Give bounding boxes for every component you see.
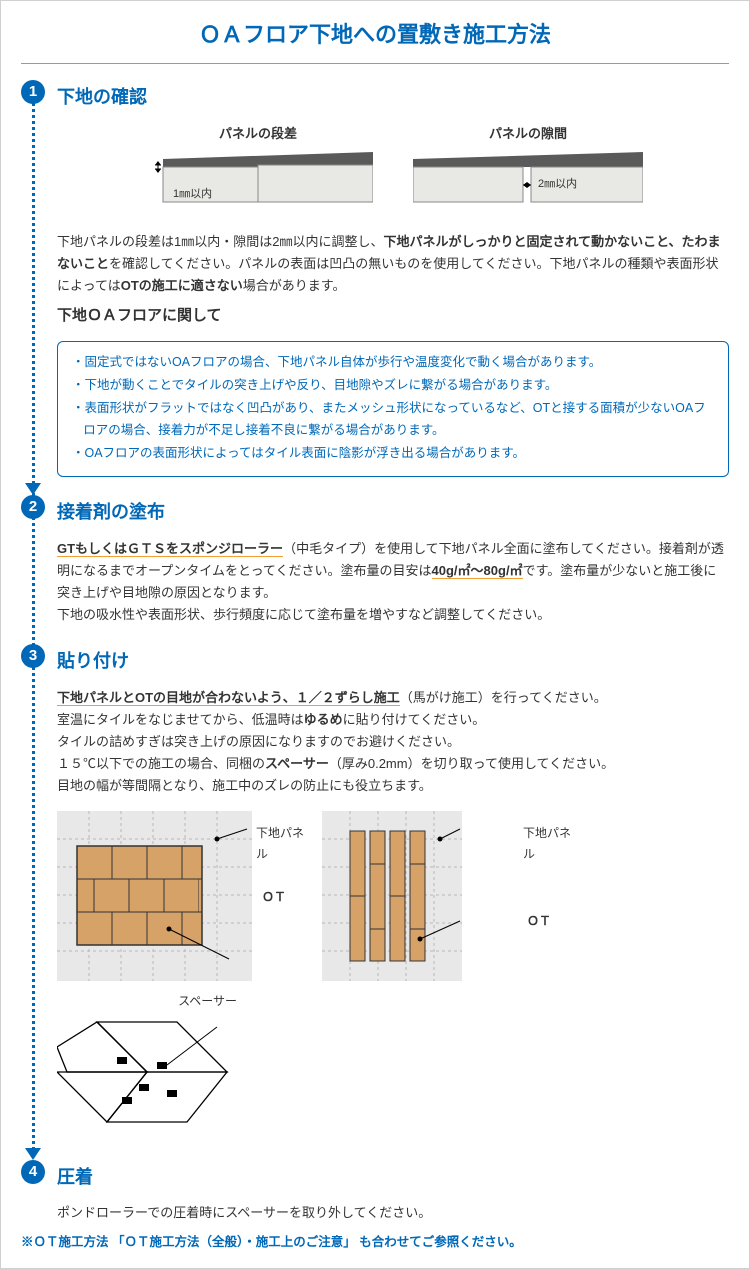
label-panel-a: 下地パネル [256, 823, 312, 864]
diagram-a-labels: 下地パネル ＯＴ [262, 811, 312, 981]
diagram-panel-step: パネルの段差 1㎜以内 [143, 123, 373, 217]
label-ot-a: ＯＴ [262, 887, 286, 907]
infobox-title: 下地ＯＡフロアに関して [57, 303, 729, 329]
step-3: 3 貼り付け 下地パネルとOTの目地が合わないよう、１／２ずらし施工（馬がけ施工… [57, 646, 729, 1141]
steps-container: 1 下地の確認 パネルの段差 1㎜以内 パネルの隙間 [21, 82, 729, 1224]
diagram-panel-gap-label: パネルの隙間 [413, 123, 643, 145]
step-1-title: 下地の確認 [57, 82, 729, 113]
step-1-body: 下地パネルの段差は1㎜以内・隙間は2㎜以内に調整し、下地パネルがしっかりと固定さ… [57, 231, 729, 297]
timeline-arrow-2 [25, 1148, 41, 1160]
infobox: ・固定式ではないOAフロアの場合、下地パネル自体が歩行や温度変化で動く場合があり… [57, 341, 729, 477]
step-3-number: 3 [21, 644, 45, 668]
label-ot-b: ＯＴ [527, 911, 551, 931]
step-2: 2 接着剤の塗布 GTもしくはＧＴＳをスポンジローラー（中毛タイプ）を使用して下… [57, 497, 729, 626]
step-2-number: 2 [21, 495, 45, 519]
timeline-dotted-line [32, 96, 35, 1157]
diagram-plank-tiles [322, 811, 517, 981]
infobox-item: ・固定式ではないOAフロアの場合、下地パネル自体が歩行や温度変化で動く場合があり… [72, 352, 714, 373]
step-1-note-2mm: 2㎜以内 [538, 176, 577, 190]
step-1-note-1mm: 1㎜以内 [173, 186, 212, 200]
step-3-diagrams: 下地パネル ＯＴ [57, 811, 729, 1141]
infobox-item: ・下地が動くことでタイルの突き上げや反り、目地隙やズレに繋がる場合があります。 [72, 375, 714, 396]
step-1: 1 下地の確認 パネルの段差 1㎜以内 パネルの隙間 [57, 82, 729, 477]
step-4-title: 圧着 [57, 1162, 729, 1193]
step-3-body: 下地パネルとOTの目地が合わないよう、１／２ずらし施工（馬がけ施工）を行ってくだ… [57, 687, 729, 797]
diagram-b-labels: 下地パネル ＯＴ [527, 811, 582, 981]
step-3-title: 貼り付け [57, 646, 729, 677]
diagram-spacer: スペーサー [57, 991, 237, 1141]
step-1-diagrams: パネルの段差 1㎜以内 パネルの隙間 [57, 123, 729, 217]
diagram-grid-tiles [57, 811, 252, 981]
diagram-panel-step-label: パネルの段差 [143, 123, 373, 145]
infobox-item: ・OAフロアの表面形状によってはタイル表面に陰影が浮き出る場合があります。 [72, 443, 714, 464]
footnote: ※ＯＴ施工方法 「ＯＴ施工方法（全般）・施工上のご注意」 も合わせてご参照くださ… [21, 1232, 729, 1253]
step-2-body: GTもしくはＧＴＳをスポンジローラー（中毛タイプ）を使用して下地パネル全面に塗布… [57, 538, 729, 626]
step-1-number: 1 [21, 80, 45, 104]
page-title: ＯＡフロア下地への置敷き施工方法 [21, 16, 729, 64]
diagram-panel-gap: パネルの隙間 2㎜以内 [413, 123, 643, 217]
step-4-body: ポンドローラーでの圧着時にスペーサーを取り外してください。 [57, 1202, 729, 1224]
label-spacer: スペーサー [57, 991, 237, 1011]
step-2-title: 接着剤の塗布 [57, 497, 729, 528]
step-4: 4 圧着 ポンドローラーでの圧着時にスペーサーを取り外してください。 [57, 1162, 729, 1225]
timeline-arrow-1 [25, 483, 41, 495]
infobox-list: ・固定式ではないOAフロアの場合、下地パネル自体が歩行や温度変化で動く場合があり… [72, 352, 714, 464]
step-4-number: 4 [21, 1160, 45, 1184]
label-panel-b: 下地パネル [523, 823, 582, 864]
infobox-item: ・表面形状がフラットではなく凹凸があり、またメッシュ形状になっているなど、OTと… [72, 398, 714, 441]
